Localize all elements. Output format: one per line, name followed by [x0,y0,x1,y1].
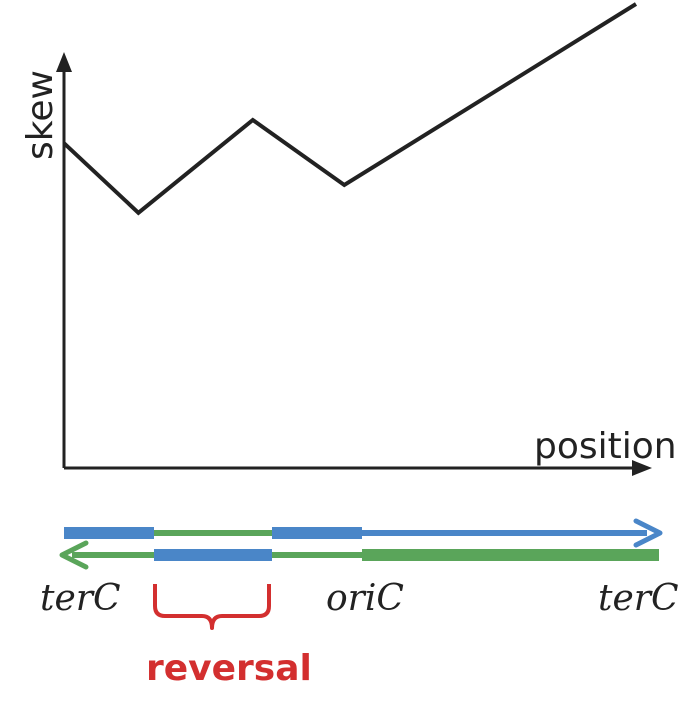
bottom-strand-green-mid [272,552,362,558]
top-strand-blue-right [362,530,647,536]
bottom-strand-green-left [72,552,154,558]
reversal-label: reversal [146,648,312,689]
x-axis-arrowhead [632,460,652,476]
bottom-strand-green-right [362,549,659,561]
top-strand-blue-left [64,527,154,539]
bottom-strand-blue-mid [154,549,272,561]
y-axis-label: skew [20,70,61,160]
x-axis-label: position [534,426,677,467]
locus-label-middle: oriC [326,578,404,619]
locus-label-right: terC [598,578,679,619]
top-strand-arrowhead [633,518,663,548]
top-strand-blue-mid [272,527,362,539]
skew-curve [62,2,638,216]
y-axis-arrowhead [56,52,72,72]
top-strand-green-mid [154,530,272,536]
locus-label-left: terC [40,578,121,619]
reversal-brace [153,584,271,630]
bottom-strand-arrowhead [59,540,89,570]
